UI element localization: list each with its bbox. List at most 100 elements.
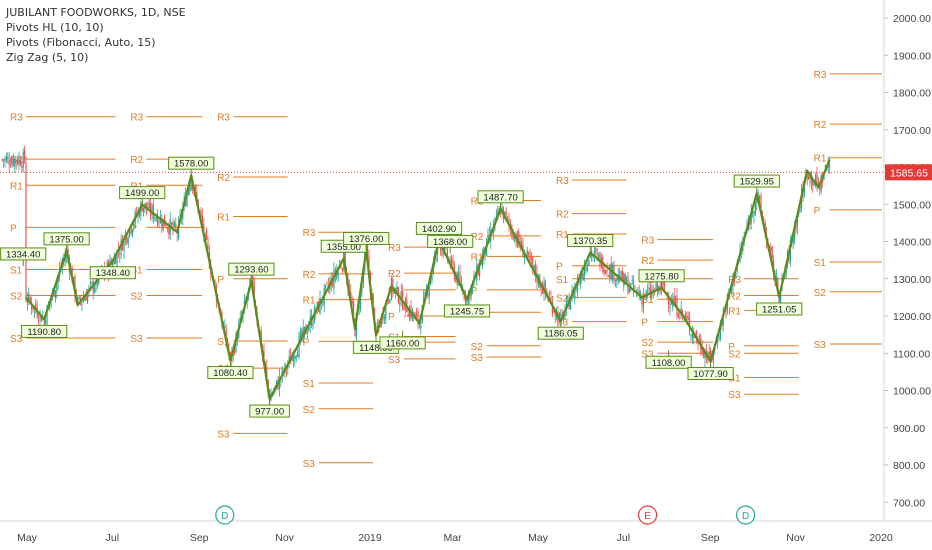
candle-body: [585, 268, 587, 270]
time-axis[interactable]: May Jul Sep Nov 2019 Mar May Jul Sep Nov 2020: [0, 520, 932, 544]
candle-body: [154, 217, 156, 219]
candle-body: [122, 240, 124, 251]
candle-body: [712, 354, 714, 361]
candle-body: [196, 191, 198, 200]
candle-body: [189, 186, 191, 192]
candle-body: [512, 233, 514, 241]
candle-body: [670, 301, 672, 305]
pivot-levels: R3R2R1PS1S2S3R3R2R1PS1S2S3R3R2R1PS1S2S3R…: [10, 70, 882, 470]
pivot-level-label: R3: [130, 113, 143, 124]
candle-body: [669, 304, 671, 309]
indicator-pivots-fib[interactable]: Pivots (Fibonacci, Auto, 15): [6, 36, 156, 49]
event-marker-d[interactable]: [735, 505, 756, 525]
candle-body: [91, 282, 93, 284]
pivot-level-label: S2: [641, 338, 654, 349]
candle-body: [38, 319, 40, 321]
candle-body: [546, 290, 548, 295]
candle-body: [535, 263, 537, 277]
candle-body: [312, 322, 314, 326]
pivot-hl-label: 1293.60: [234, 265, 268, 276]
candle-body: [696, 331, 698, 340]
candle-body: [553, 310, 555, 313]
price-axis[interactable]: 2000.001900.001800.001700.001600.001500.…: [883, 0, 932, 521]
pivot-level-label: S3: [303, 459, 316, 470]
pivot-level-label: P: [303, 337, 310, 348]
candle-body: [815, 175, 817, 186]
candle-body: [295, 355, 297, 359]
candle-body: [145, 202, 147, 209]
price-tick-label: 700.00: [893, 497, 925, 509]
candle-body: [187, 188, 189, 195]
candle-body: [400, 291, 402, 301]
candle-body: [8, 160, 10, 165]
candle-body: [162, 218, 164, 230]
pivot-level-label: S2: [471, 342, 484, 353]
time-tick-label: Mar: [444, 532, 463, 544]
candle-body: [638, 290, 640, 297]
time-tick-label: Jul: [106, 532, 119, 544]
candle-body: [54, 290, 56, 298]
candle-body: [680, 308, 682, 315]
candle-body: [504, 211, 506, 218]
price-tick-label: 900.00: [893, 423, 925, 435]
pivot-level-label: R1: [814, 154, 827, 165]
candle-body: [698, 340, 700, 342]
pivot-level-label: P: [814, 206, 821, 217]
candle-body: [172, 222, 174, 229]
candle-body: [606, 270, 608, 272]
pivot-level-label: R2: [641, 256, 654, 267]
candle-body: [32, 305, 34, 310]
pivot-hl-box: [687, 366, 734, 380]
candle-body: [201, 216, 203, 227]
pivot-level-label: R3: [556, 176, 569, 187]
pivot-level-label: R1: [471, 252, 484, 263]
candle-body: [292, 356, 294, 363]
pivot-hl-label: 1368.00: [433, 237, 467, 248]
symbol-title[interactable]: JUBILANT FOODWORKS, 1D, NSE: [6, 6, 186, 19]
candle-body: [164, 214, 166, 226]
candle-body: [620, 271, 622, 280]
candle-body: [388, 299, 390, 301]
candle-body: [7, 156, 9, 160]
candle-body: [297, 354, 299, 357]
last-price-badge: [885, 164, 932, 181]
candle-body: [133, 223, 135, 228]
pivot-hl-label: 1108.00: [652, 358, 686, 369]
event-marker-label: E: [644, 511, 651, 522]
pivot-level-label: R2: [217, 173, 230, 184]
candle-body: [85, 295, 87, 301]
event-marker-d[interactable]: [215, 505, 235, 525]
candle-body: [234, 348, 236, 353]
candle-body: [407, 314, 409, 317]
candle-body: [229, 352, 231, 356]
candle-body: [673, 295, 675, 306]
candle-body: [533, 265, 535, 269]
candle-body: [360, 286, 362, 310]
candle-body: [686, 316, 688, 319]
candle-body: [84, 297, 86, 301]
candle-body: [795, 228, 797, 230]
candle-body: [526, 250, 528, 257]
candle-body: [607, 275, 609, 277]
candle-body: [131, 229, 133, 235]
candle-body: [367, 245, 369, 258]
candle-body: [500, 210, 502, 215]
candle-body: [157, 214, 159, 226]
candle-body: [598, 255, 600, 258]
candle-body: [17, 159, 19, 164]
candle-body: [190, 177, 192, 190]
indicator-pivots-hl[interactable]: Pivots HL (10, 10): [6, 21, 104, 34]
pivot-level-label: S2: [303, 405, 316, 416]
indicator-zigzag[interactable]: Zig Zag (5, 10): [6, 51, 89, 64]
event-marker-e[interactable]: [637, 505, 658, 525]
candle-body: [168, 228, 170, 234]
candle-body: [481, 255, 483, 267]
candle-body: [549, 297, 551, 299]
candle-body: [25, 162, 27, 302]
pivot-hl-box: [567, 234, 614, 248]
candle-body: [722, 313, 724, 327]
candle-body: [668, 299, 670, 305]
candle-body: [206, 229, 208, 241]
